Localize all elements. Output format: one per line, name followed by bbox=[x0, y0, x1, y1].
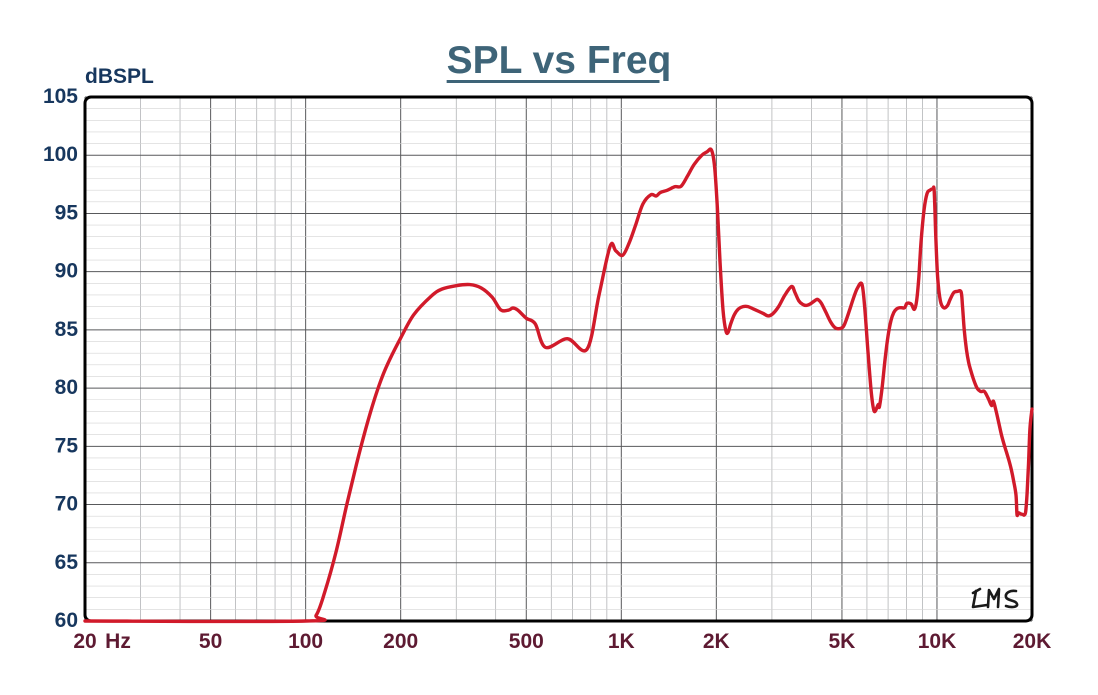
svg-text:1K: 1K bbox=[608, 630, 635, 653]
svg-text:50: 50 bbox=[199, 630, 222, 653]
svg-text:5K: 5K bbox=[828, 630, 855, 653]
svg-text:10K: 10K bbox=[918, 630, 957, 653]
svg-text:Hz: Hz bbox=[105, 630, 131, 653]
svg-text:500: 500 bbox=[509, 630, 544, 653]
svg-text:20K: 20K bbox=[1013, 630, 1052, 653]
svg-text:60: 60 bbox=[55, 609, 78, 632]
svg-text:105: 105 bbox=[43, 85, 78, 108]
svg-text:90: 90 bbox=[55, 260, 78, 283]
svg-text:20: 20 bbox=[73, 630, 96, 653]
svg-text:80: 80 bbox=[55, 376, 78, 399]
svg-text:100: 100 bbox=[43, 143, 78, 166]
svg-text:95: 95 bbox=[55, 201, 79, 224]
svg-text:70: 70 bbox=[55, 493, 78, 516]
svg-text:200: 200 bbox=[383, 630, 418, 653]
svg-text:65: 65 bbox=[55, 551, 79, 574]
svg-text:75: 75 bbox=[55, 434, 79, 457]
svg-text:2K: 2K bbox=[703, 630, 730, 653]
svg-text:100: 100 bbox=[288, 630, 323, 653]
svg-text:85: 85 bbox=[55, 318, 79, 341]
